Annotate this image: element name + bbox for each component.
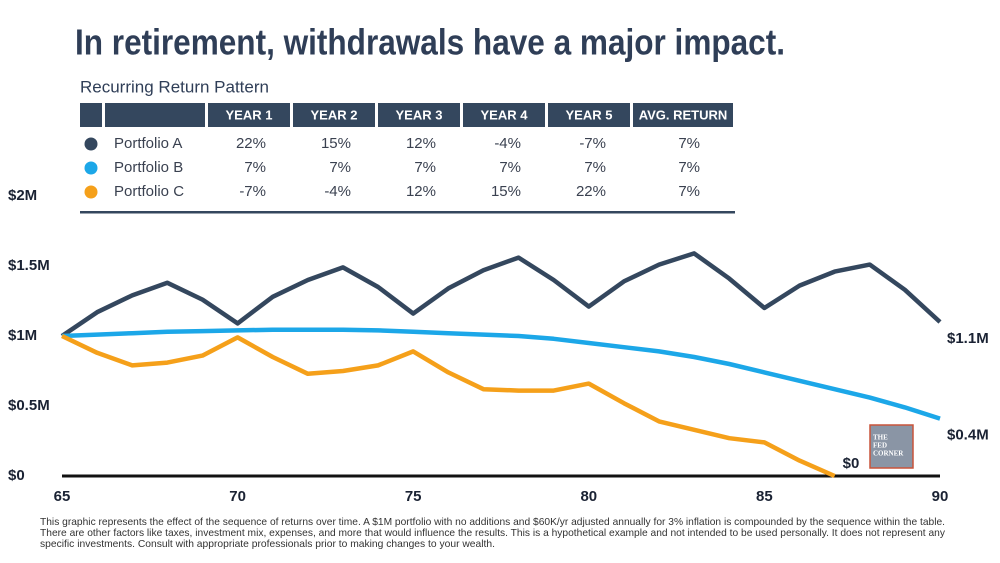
footnote: There are other factors like taxes, inve… [40,527,946,539]
table-cell: 12% [406,135,436,152]
table-cell: 7% [678,159,700,176]
series-line [61,333,836,479]
legend-dot [84,185,98,199]
x-tick-label: 90 [932,488,949,505]
header-cell [105,103,205,127]
legend-dot [84,137,98,151]
legend-dot [84,161,98,175]
table-cell: 7% [244,159,266,176]
column-header: YEAR 4 [481,107,529,122]
column-header: AVG. RETURN [639,107,728,122]
table-cell: 7% [678,183,700,200]
table-cell: 22% [576,183,606,200]
legend-label: Portfolio B [114,159,183,176]
table-cell: -7% [239,183,266,200]
logo-text: FED [873,442,887,450]
legend-label: Portfolio C [114,183,184,200]
y-tick-label: $0.5M [8,397,50,414]
table-cell: 7% [678,135,700,152]
y-tick-label: $0 [8,467,25,484]
end-label: $0 [843,455,860,472]
series-line [60,251,942,338]
table-cell: 7% [584,159,606,176]
header-cell [293,103,375,127]
column-header: YEAR 2 [311,107,358,122]
end-label: $1.1M [947,330,989,347]
y-tick-label: $1M [8,327,37,344]
y-tick-label: $1.5M [8,257,50,274]
y-tick-label: $2M [8,187,37,204]
column-header: YEAR 5 [566,107,613,122]
chart-title: In retirement, withdrawals have a major … [75,22,785,63]
x-tick-label: 65 [54,488,71,505]
table-cell: 15% [491,183,521,200]
legend-label: Portfolio A [114,135,182,152]
table-cell: -4% [324,183,351,200]
logo-text: CORNER [873,450,904,458]
logo-text: THE [873,434,888,442]
footnote: specific investments. Consult with appro… [40,538,495,550]
table-rule [80,211,735,214]
header-cell [548,103,630,127]
header-cell [80,103,102,127]
table-cell: -4% [494,135,521,152]
table-cell: 15% [321,135,351,152]
x-tick-label: 80 [580,488,597,505]
table-cell: 7% [414,159,436,176]
x-tick-label: 70 [229,488,246,505]
x-tick-label: 85 [756,488,773,505]
header-cell [378,103,460,127]
header-cell [463,103,545,127]
x-tick-label: 75 [405,488,422,505]
header-cell [633,103,733,127]
table-title: Recurring Return Pattern [80,77,269,96]
table-cell: 12% [406,183,436,200]
column-header: YEAR 1 [226,107,273,122]
table-cell: -7% [579,135,606,152]
header-cell [208,103,290,127]
series-line [61,327,941,421]
table-cell: 7% [499,159,521,176]
column-header: YEAR 3 [396,107,443,122]
table-cell: 7% [329,159,351,176]
footnote: This graphic represents the effect of th… [40,516,945,528]
logo-box [869,424,914,469]
end-label: $0.4M [947,427,989,444]
table-cell: 22% [236,135,266,152]
